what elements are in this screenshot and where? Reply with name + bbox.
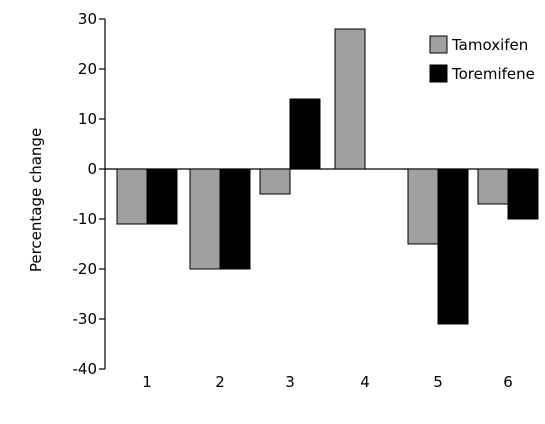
bar-tamoxifen-2	[189, 168, 221, 270]
bar-toremifene-1	[146, 168, 178, 225]
x-tick-label: 3	[285, 373, 295, 391]
bar-tamoxifen-3	[259, 168, 291, 195]
legend: Tamoxifen Toremifene	[429, 35, 535, 83]
y-tick-label: -20	[73, 260, 98, 278]
legend-swatch-tamoxifen	[429, 35, 448, 54]
bar-tamoxifen-6	[477, 168, 509, 205]
bar-tamoxifen-1	[116, 168, 148, 225]
x-tick-label: 2	[215, 373, 225, 391]
y-tick-label: 30	[78, 10, 97, 28]
legend-label-toremifene: Toremifene	[451, 65, 535, 83]
legend-label-tamoxifen: Tamoxifen	[451, 36, 528, 54]
x-tick-label: 4	[360, 373, 370, 391]
bar-toremifene-5	[437, 168, 469, 325]
x-tick-label: 5	[433, 373, 443, 391]
y-axis-label: Percentage change	[27, 128, 45, 272]
axes: 30 20 10 0 -10 -20 -30 -40 1 2 3 4 5 6	[73, 10, 530, 391]
legend-swatch-toremifene	[429, 64, 448, 83]
x-tick-label: 6	[503, 373, 513, 391]
y-tick-label: 10	[78, 110, 97, 128]
y-tick-label: -10	[73, 210, 98, 228]
bar-toremifene-6	[507, 168, 539, 220]
bar-tamoxifen-5	[407, 168, 439, 245]
bar-tamoxifen-4	[334, 28, 366, 170]
y-tick-label: -30	[73, 310, 98, 328]
bar-toremifene-2	[219, 168, 251, 270]
bars	[116, 28, 539, 325]
y-tick-label: 20	[78, 60, 97, 78]
y-tick-label: -40	[73, 360, 98, 378]
y-tick-label: 0	[87, 160, 97, 178]
x-tick-label: 1	[142, 373, 152, 391]
bar-toremifene-3	[289, 98, 321, 170]
